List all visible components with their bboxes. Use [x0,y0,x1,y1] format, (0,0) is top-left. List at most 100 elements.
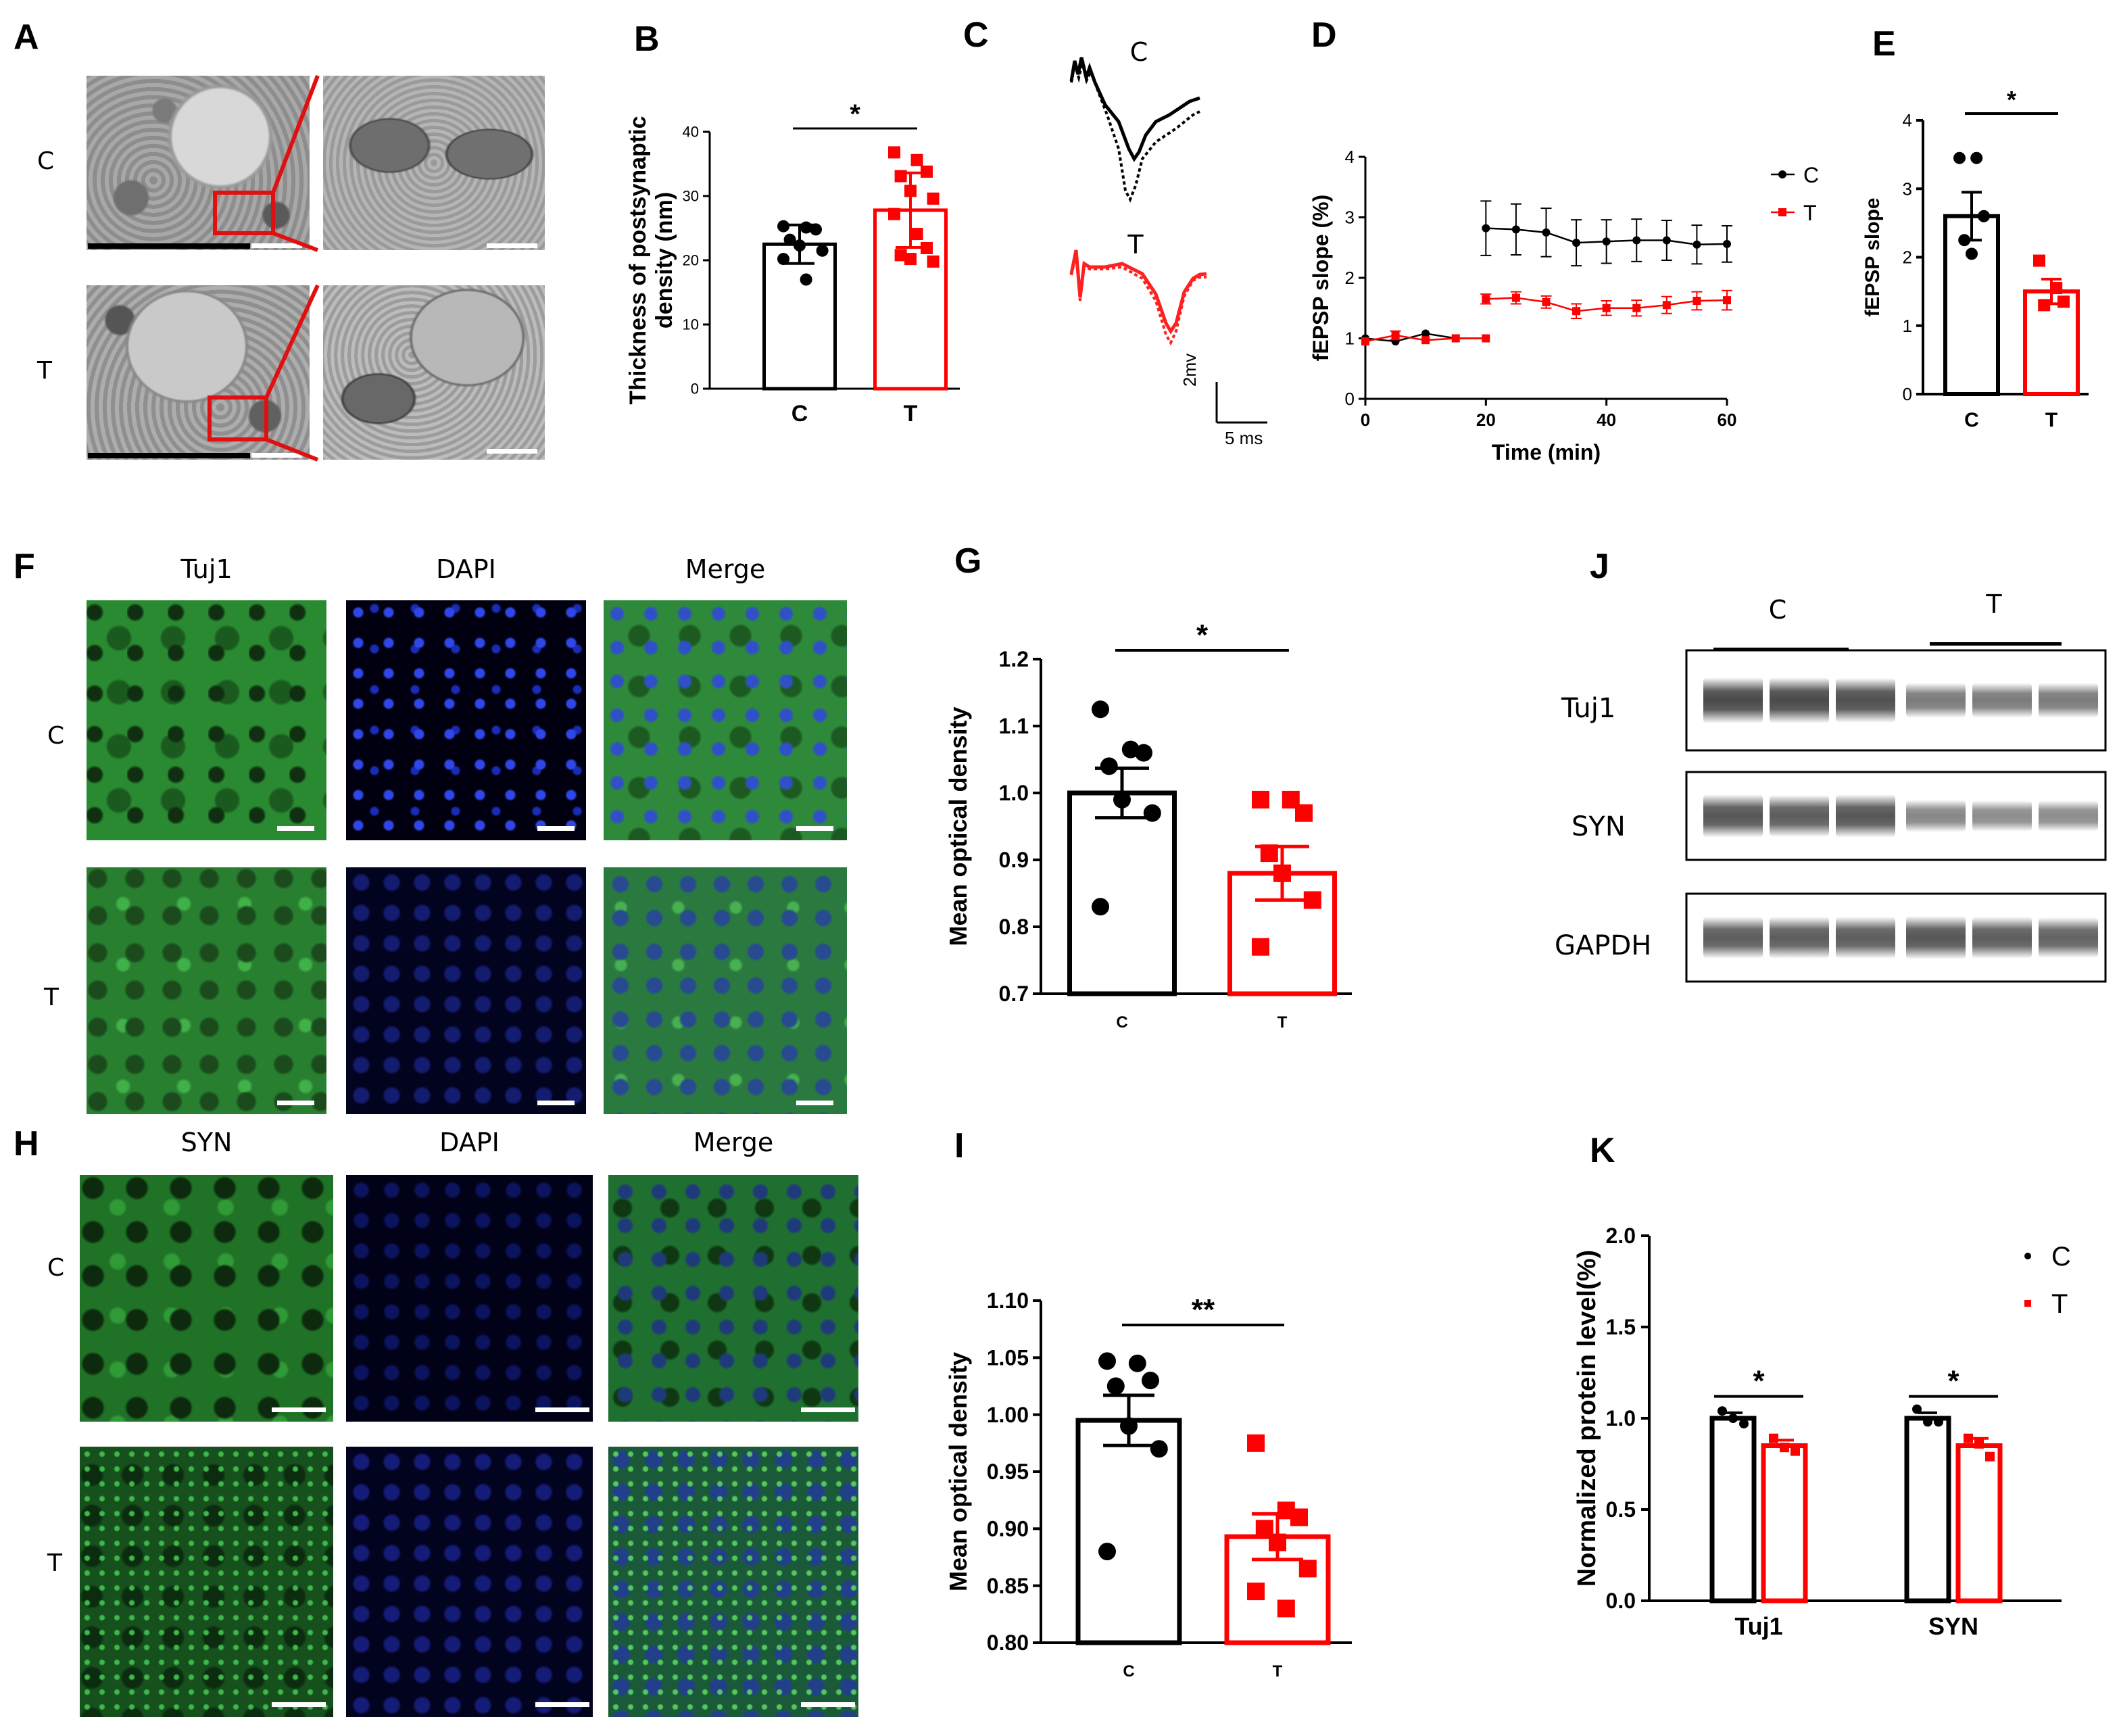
zoom-box-c [213,191,275,235]
data-point [1150,1440,1168,1458]
blot-band [1770,677,1829,723]
blot-band [1703,794,1763,838]
chart-i: 0.80 0.85 0.90 0.95 1.00 1.05 1.10 Mean optical… [944,1288,1352,1681]
data-point [1728,1414,1738,1423]
data-point [1247,1434,1265,1452]
y-tick-label: 10 [683,316,699,333]
x-axis-label: Time (min) [1492,440,1601,464]
western-blot [1685,649,2107,983]
data-point [1451,334,1460,343]
data-point [1252,938,1269,956]
data-point [1098,1543,1116,1561]
data-point [1974,1439,1984,1449]
data-point [1391,331,1400,340]
y-axis-label-line-1: Thickness of postsynaptic [625,116,651,405]
data-point [800,273,812,286]
legend-marker [1778,170,1786,178]
x-category-label: T [2045,409,2057,431]
data-point [1769,1433,1778,1443]
trace-label-t: T [1127,230,1144,260]
em-image-c-zoom [323,76,545,250]
data-point [1482,295,1490,304]
y-tick-label: 0.8 [999,915,1029,939]
blot-band [2039,683,2098,718]
x-category-label: C [1123,1662,1134,1681]
data-point [1298,1560,1317,1578]
data-point [1290,1508,1308,1526]
data-point [1098,1352,1116,1370]
scale-bar-f-3 [796,826,833,831]
y-tick-label: 0.80 [987,1631,1029,1655]
bar-syn-c [1904,1416,1951,1604]
x-category-label: T [1273,1662,1283,1681]
y-tick-label: 0.9 [999,848,1029,872]
fluo-f-tuj1-c [87,600,326,840]
data-point [1602,304,1611,312]
bar-c [1067,790,1177,996]
zoom-line-c-top [271,74,320,194]
panel-h-row-t: T [47,1549,62,1577]
blot-group-c: C [1768,595,1787,625]
y-tick-label: 1 [1345,329,1355,349]
zoom-line-t-bottom [265,437,319,462]
y-axis-label: Normalized protein level(%) [1575,1250,1601,1587]
y-tick-label: 30 [683,188,699,205]
data-point [1985,1451,1995,1462]
data-point [1143,804,1161,822]
bar-c [762,242,837,391]
x-category-label: C [1116,1013,1127,1032]
y-tick-label: 2 [1345,268,1355,288]
trace-c-dashed [1070,60,1200,203]
blot-band [1972,683,2032,718]
scale-x-label: 5 ms [1225,428,1263,448]
y-tick-label: 40 [683,124,699,141]
data-point [1511,225,1520,234]
data-point [1953,151,1966,164]
x-category-label: SYN [1928,1612,1978,1640]
data-point [1791,1446,1800,1456]
significance-marker: * [1196,619,1209,652]
em-image-t-overview [87,285,310,460]
data-point [894,170,907,183]
data-point [1295,804,1313,822]
blot-band [1906,800,1966,832]
y-tick-label: 0 [691,381,699,397]
panel-f-col-tuj1: Tuj1 [180,554,233,584]
panel-label-g: G [954,541,982,581]
blot-band [1836,917,1895,959]
chart-b: 0 10 20 30 40 Thickness of postsynaptic densit… [625,99,960,427]
data-point [1958,234,1971,247]
data-point [1692,240,1701,249]
y-tick-label: 1.5 [1606,1315,1636,1339]
significance-marker: ** [1192,1293,1215,1326]
fluo-f-dapi-c [346,600,586,840]
y-tick-label: 1 [1903,316,1912,336]
legend-label-c: C [1803,163,1819,187]
blot-band [1703,677,1763,723]
y-tick-label: 4 [1345,147,1355,167]
blot-row-tuj1: Tuj1 [1561,693,1616,724]
blot-band [2039,800,2098,831]
panel-label-k: K [1590,1131,1615,1170]
data-point [904,185,917,197]
panel-f-row-t: T [44,984,59,1011]
zoom-line-c-bottom [272,231,319,252]
y-tick-label: 20 [683,252,699,269]
panel-label-i: I [954,1126,965,1165]
panel-label-e: E [1872,24,1896,64]
data-point [1421,336,1430,345]
em-scale-strip-c [88,243,250,249]
panel-label-f: F [14,547,35,586]
data-point [1912,1404,1922,1414]
y-tick-label: 3 [1345,208,1355,228]
em-scale-bar-t-overview [251,453,302,458]
data-point [1572,307,1581,316]
legend-marker [2024,1300,2031,1307]
chart-g: 0.7 0.8 0.9 1.0 1.1 1.2 Mean optical density C T… [944,619,1352,1032]
data-point [1923,1417,1932,1427]
data-point [888,146,900,159]
data-point [1277,1599,1295,1618]
fluo-f-merge-c [604,600,847,840]
